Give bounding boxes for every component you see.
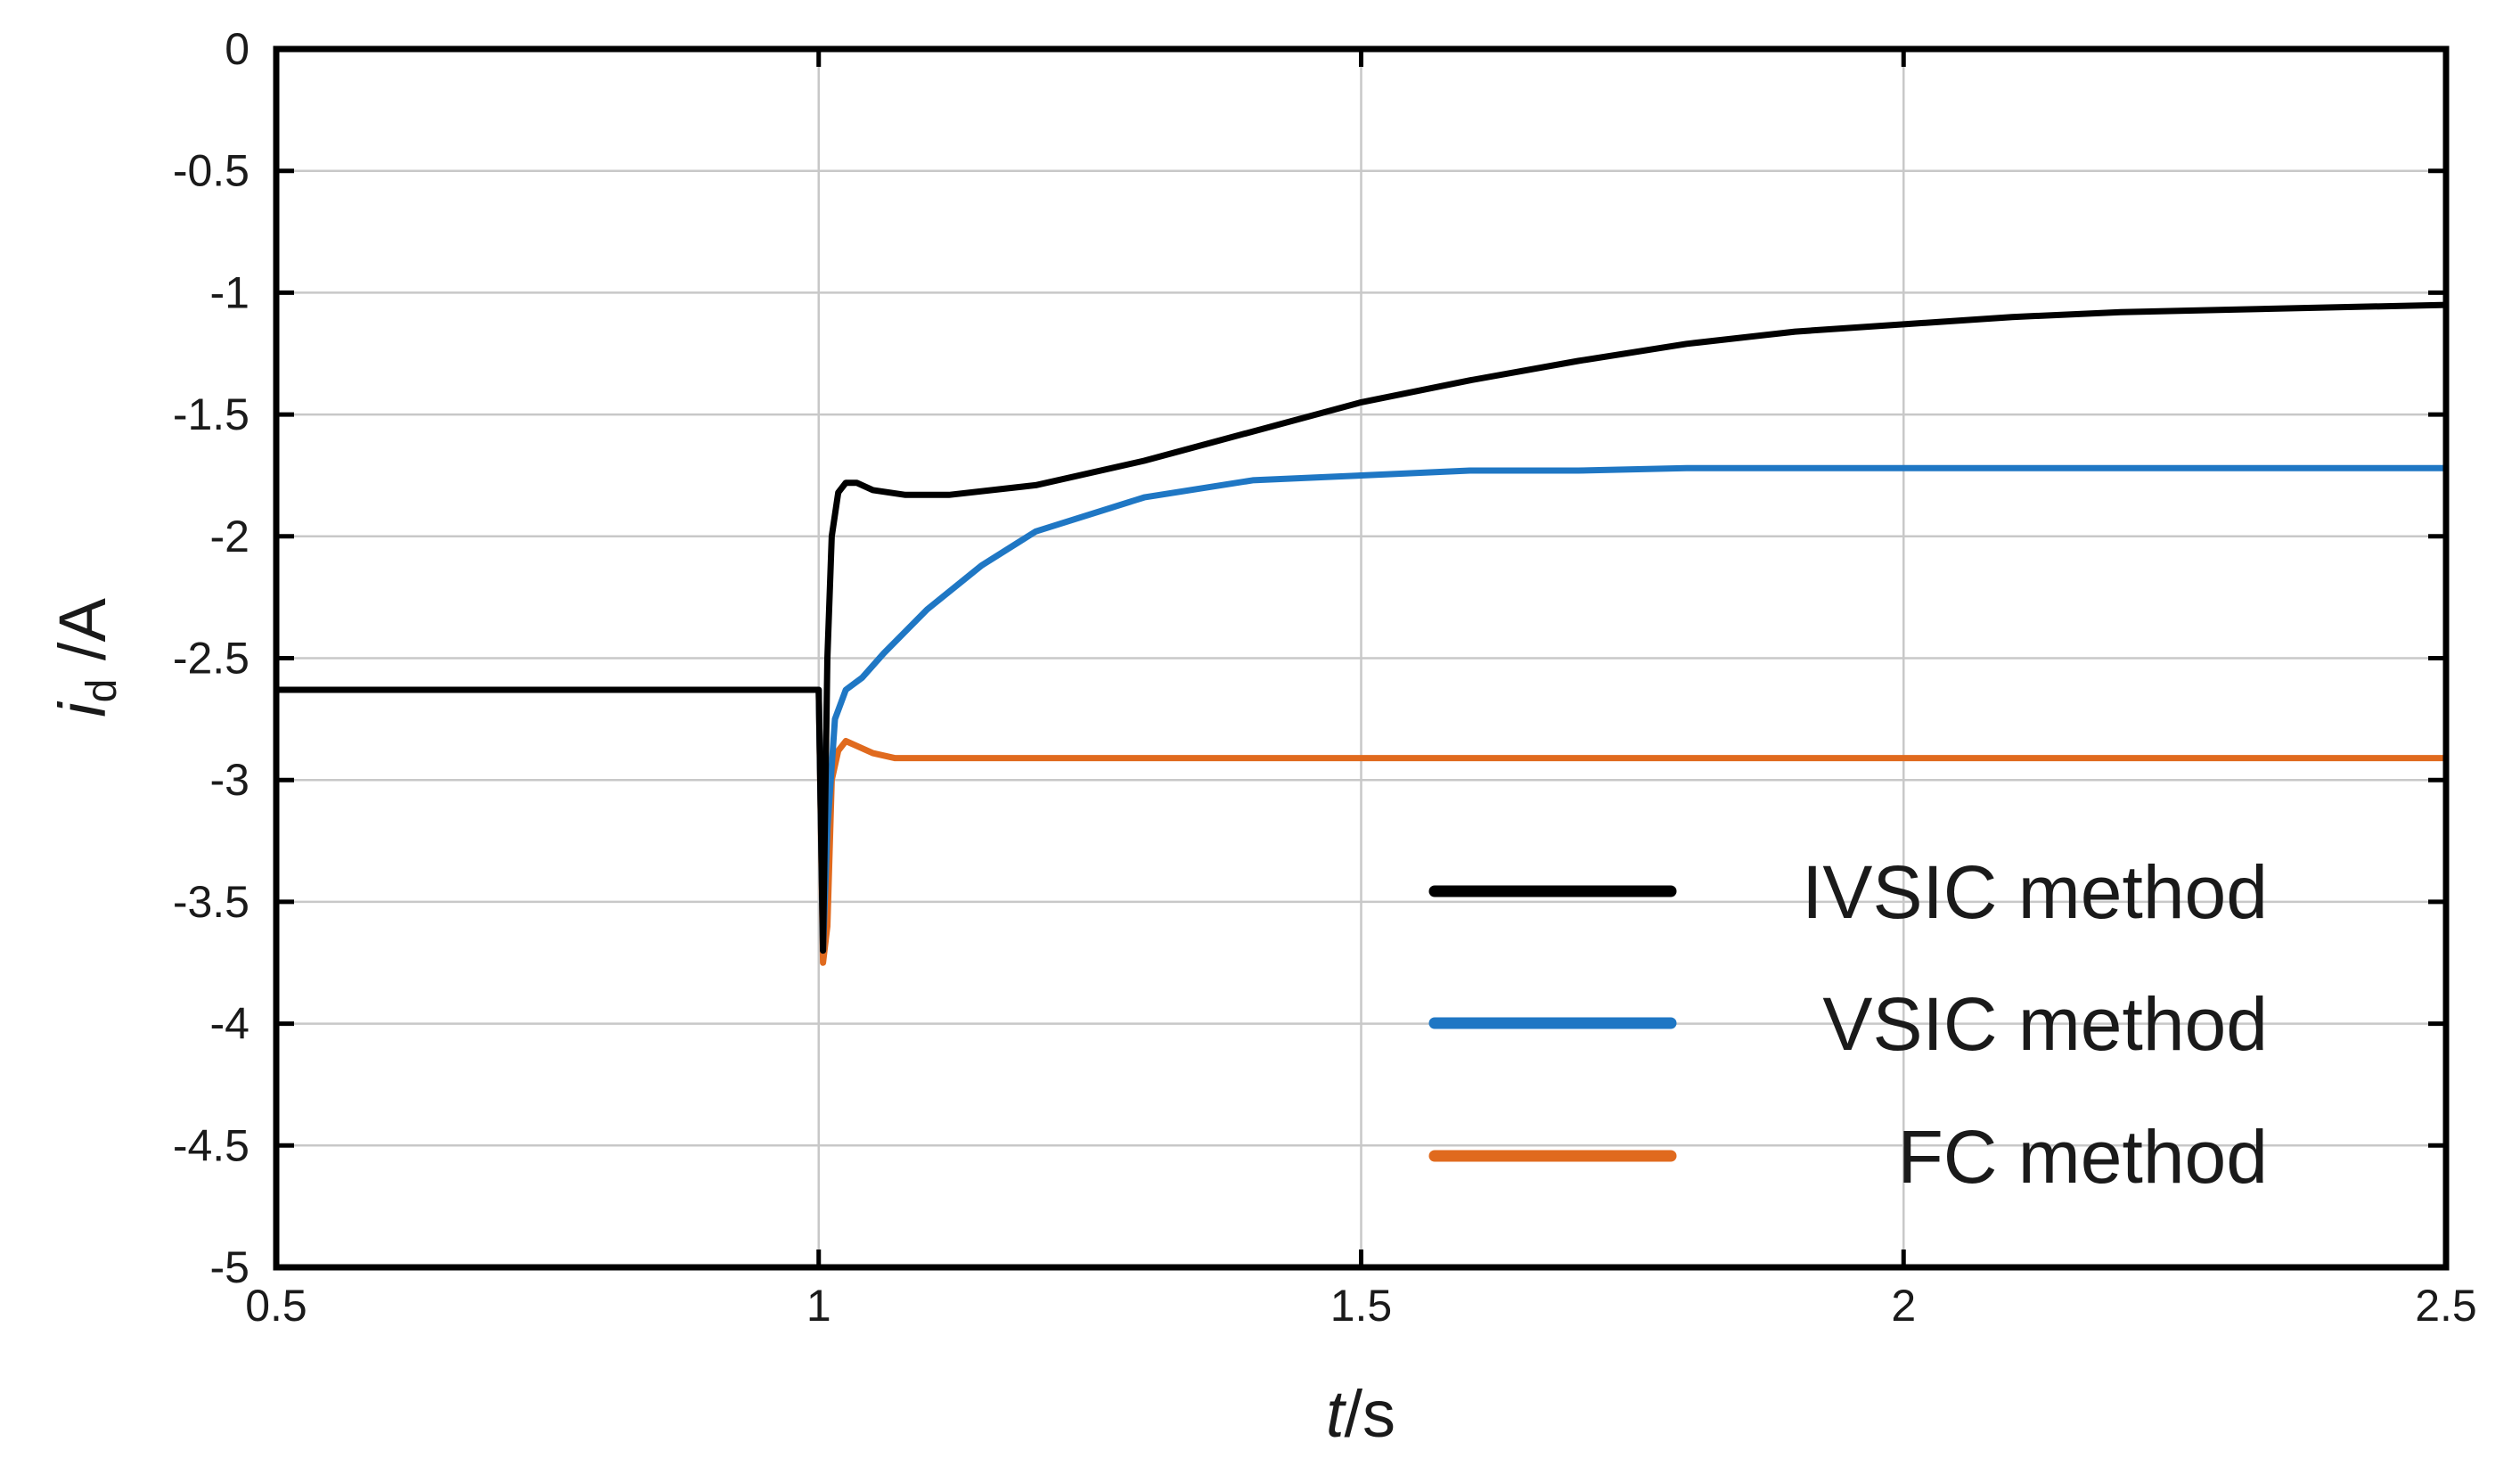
x-axis-label: t/s <box>1326 1377 1395 1451</box>
y-tick-label: -4 <box>210 999 250 1049</box>
x-tick-label: 2.5 <box>2415 1281 2477 1331</box>
y-tick-label: -3 <box>210 755 250 805</box>
y-axis-label: id /A <box>45 598 126 717</box>
x-tick-label: 2 <box>1891 1281 1916 1331</box>
y-tick-label: -1.5 <box>173 389 250 439</box>
legend: IVSIC method VSIC method FC method <box>1428 850 2269 1199</box>
y-axis-label-symbol: i <box>45 701 119 717</box>
x-axis-label-unit: /s <box>1345 1377 1396 1451</box>
y-tick-label: -2 <box>210 512 250 561</box>
legend-label: IVSIC method <box>1802 850 2268 934</box>
y-tick-label: -1 <box>210 267 250 317</box>
y-axis-label-unit: /A <box>45 598 119 679</box>
series-line-1 <box>273 464 2450 955</box>
legend-label: VSIC method <box>1822 982 2268 1066</box>
series-lines <box>273 301 2450 966</box>
x-axis-label-italic: t <box>1326 1377 1347 1451</box>
x-tick-label: 1 <box>806 1281 831 1331</box>
y-tick-label: -0.5 <box>173 146 250 196</box>
axis-ticks <box>274 46 2449 1270</box>
y-tick-label: -3.5 <box>173 877 250 927</box>
x-tick-label: 1.5 <box>1330 1281 1393 1331</box>
x-tick-label: 0.5 <box>245 1281 307 1331</box>
y-tick-label: -2.5 <box>173 634 250 684</box>
y-axis-label-subscript: d <box>78 679 126 703</box>
y-tick-label: -5 <box>210 1242 250 1292</box>
series-line-0 <box>273 301 2450 955</box>
legend-label: FC method <box>1898 1115 2269 1199</box>
grid-lines <box>274 47 2448 1269</box>
x-tick-labels: 0.5 1 1.5 2 2.5 <box>245 1281 2477 1331</box>
y-tick-label: -4.5 <box>173 1120 250 1170</box>
y-tick-label: 0 <box>225 24 250 74</box>
y-tick-labels: 0 -0.5 -1 -1.5 -2 -2.5 -3 -3.5 -4 -4.5 -5 <box>173 24 250 1292</box>
